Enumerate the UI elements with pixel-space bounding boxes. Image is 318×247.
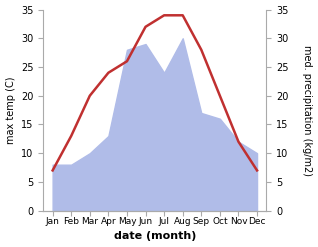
X-axis label: date (month): date (month) [114,231,196,242]
Y-axis label: med. precipitation (kg/m2): med. precipitation (kg/m2) [302,45,313,176]
Y-axis label: max temp (C): max temp (C) [5,76,16,144]
